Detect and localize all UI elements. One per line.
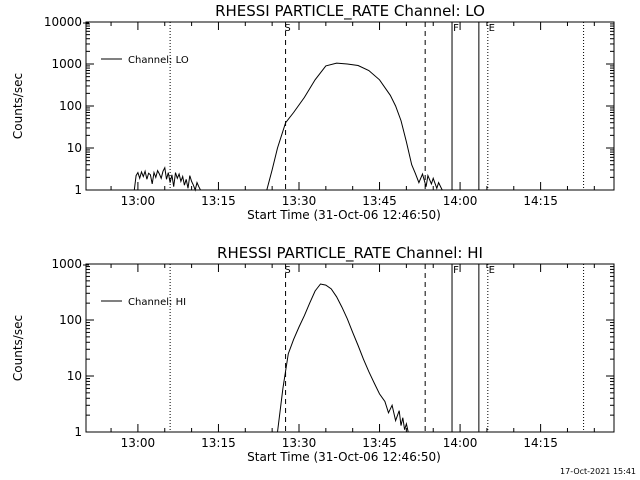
y-tick-label: 1000 [51,57,82,71]
y-tick-label: 1000 [51,257,82,271]
y-tick-label: 10 [67,141,82,155]
x-tick-label: 14:00 [443,194,478,208]
y-tick-label: 100 [59,313,82,327]
x-tick-label: 13:00 [121,436,156,450]
series-line-channel-lo-segment-0 [133,166,203,192]
series-line-channel-hi-segment-0 [277,283,409,433]
y-tick-label: 10 [67,369,82,383]
y-axis-label: Counts/sec [11,73,25,139]
y-tick-label: 1 [74,183,82,197]
chart-title: RHESSI PARTICLE_RATE Channel: LO [215,2,485,21]
legend-entry: Channel: HI [128,297,186,308]
chart-title: RHESSI PARTICLE_RATE Channel: HI [217,244,483,263]
marker-label-s: S [284,265,290,276]
x-tick-label: 13:00 [121,194,156,208]
y-tick-label: 1 [74,425,82,439]
plot-frame [85,263,615,433]
legend-entry: Channel: LO [128,55,189,66]
x-tick-label: 14:15 [523,436,558,450]
x-tick-label: 13:15 [201,194,236,208]
x-tick-label: 13:15 [201,436,236,450]
marker-label-f: F [453,265,459,276]
panel-channel-hi: RHESSI PARTICLE_RATE Channel: HI 1 10 100 10… [11,244,615,464]
y-axis-label: Counts/sec [11,315,25,381]
x-axis-label: Start Time (31-Oct-06 12:46:50) [247,208,441,222]
timestamp-label: 17-Oct-2021 15:41 [560,467,636,476]
x-tick-label: 14:15 [523,194,558,208]
x-tick-label: 13:30 [282,436,317,450]
panel-channel-lo: RHESSI PARTICLE_RATE Channel: LO 1 10 100 10… [11,2,615,222]
marker-label-e: E [489,23,495,34]
series-line-channel-lo-segment-1 [266,62,444,191]
y-tick-label: 10000 [44,15,82,29]
marker-label-s: S [284,23,290,34]
y-tick-label: 100 [59,99,82,113]
marker-label-f: F [453,23,459,34]
x-tick-label: 13:45 [362,436,397,450]
x-tick-label: 13:30 [282,194,317,208]
plot-frame [85,21,615,191]
marker-label-e: E [489,265,495,276]
x-tick-label: 13:45 [362,194,397,208]
x-axis-label: Start Time (31-Oct-06 12:46:50) [247,450,441,464]
x-tick-label: 14:00 [443,436,478,450]
